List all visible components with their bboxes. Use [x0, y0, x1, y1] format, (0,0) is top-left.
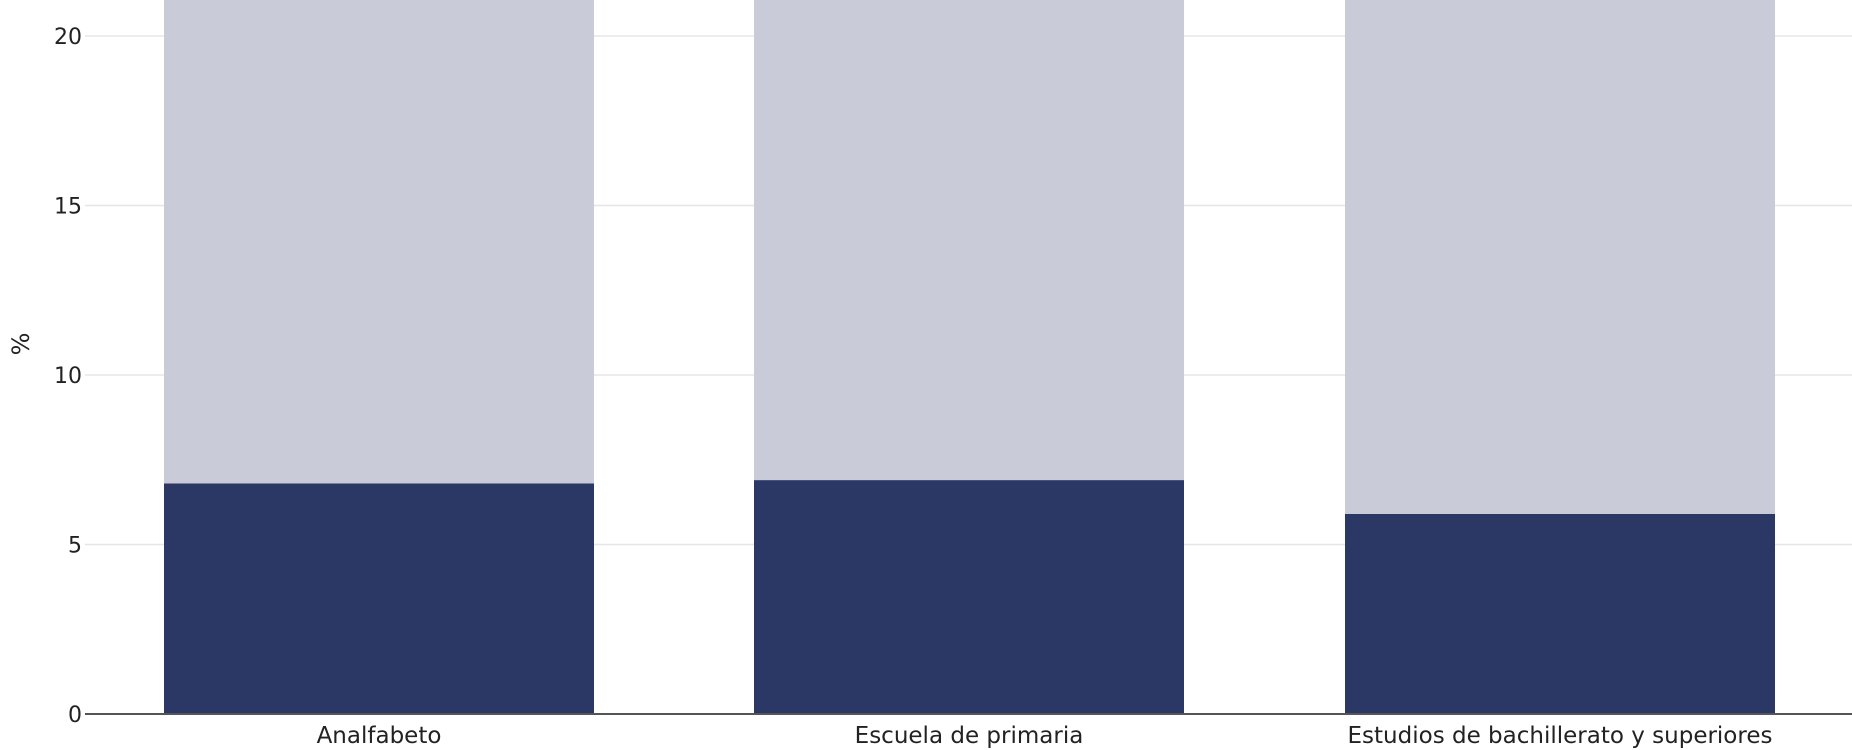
- y-tick-label: 5: [68, 534, 82, 559]
- x-category-label: Analfabeto: [317, 723, 442, 749]
- y-axis-ticks: 0510152025303540: [54, 25, 82, 728]
- bar-segment-1-3: [1345, 513, 1775, 714]
- bar-segment-2-1: [164, 0, 594, 484]
- y-axis-title: %: [7, 333, 35, 356]
- x-axis-category-labels: Analfabeto Escuela de primaria Estudios de…: [317, 723, 1773, 749]
- y-tick-label: 10: [54, 364, 82, 389]
- x-category-label: Estudios de bachillerato y superiores: [1348, 723, 1773, 749]
- x-category-label: Escuela de primaria: [855, 723, 1084, 749]
- bars: [164, 0, 1775, 714]
- bar-segment-2-3: [1345, 0, 1775, 514]
- bar-segment-1-2: [754, 480, 1184, 714]
- bar-segment-1-1: [164, 483, 594, 714]
- y-tick-label: 20: [54, 25, 82, 50]
- y-tick-label: 0: [68, 703, 82, 728]
- y-tick-label: 15: [54, 195, 82, 220]
- bar-segment-2-2: [754, 0, 1184, 481]
